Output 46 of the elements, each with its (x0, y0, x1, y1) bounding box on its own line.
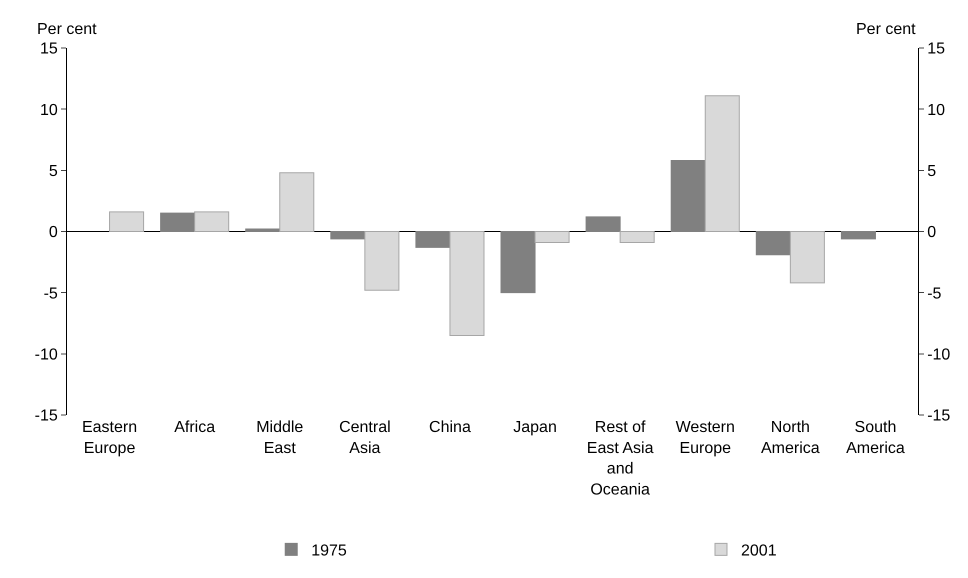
bar (245, 228, 280, 232)
x-tick-label: Japan (513, 419, 557, 436)
y-tick-label: 15 (40, 40, 58, 58)
bar (194, 211, 230, 232)
x-tick-label: Rest of East Asia and Oceania (586, 419, 654, 498)
y-tick-label: -15 (34, 408, 58, 425)
bar (756, 231, 791, 256)
bar (415, 231, 450, 248)
y-axis-title: Per cent (37, 21, 98, 38)
y2-tick-label: 5 (927, 162, 936, 180)
y2-tick-label: 15 (927, 40, 946, 58)
bar (586, 216, 621, 232)
bar (160, 212, 196, 232)
x-tick-label: South America (846, 419, 905, 457)
legend-label: 2001 (740, 542, 777, 560)
y2-axis-title: Per cent (856, 21, 916, 38)
legend-label: 1975 (311, 542, 347, 560)
x-tick-label: Middle East (256, 419, 304, 457)
y-tick-label: -10 (34, 346, 58, 364)
bar (840, 231, 876, 240)
y2-tick-label: -10 (927, 346, 950, 364)
bar (534, 231, 570, 244)
bar (364, 231, 400, 291)
bar (449, 231, 484, 336)
x-tick-label: Eastern Europe (82, 419, 138, 457)
bar (500, 231, 536, 294)
x-tick-label: Central Asia (339, 419, 391, 457)
y2-tick-label: -15 (927, 408, 950, 425)
x-tick-label: Western Europe (676, 419, 735, 457)
y-tick-label: -5 (44, 285, 58, 302)
bar (109, 211, 144, 232)
bar (670, 160, 706, 232)
x-tick-label: Africa (174, 419, 216, 436)
y-tick-label: 10 (40, 102, 58, 119)
y2-tick-label: 0 (927, 224, 936, 242)
bar (704, 95, 740, 232)
y2-tick-label: -5 (927, 285, 942, 302)
y-tick-label: 0 (48, 224, 58, 242)
bar (279, 172, 314, 232)
bar (330, 231, 366, 240)
x-tick-label: China (429, 419, 471, 436)
bar (620, 231, 655, 244)
x-tick-label: North America (761, 419, 820, 457)
y2-tick-label: 10 (927, 102, 946, 119)
y-tick-label: 5 (48, 162, 58, 180)
bar (790, 231, 825, 284)
